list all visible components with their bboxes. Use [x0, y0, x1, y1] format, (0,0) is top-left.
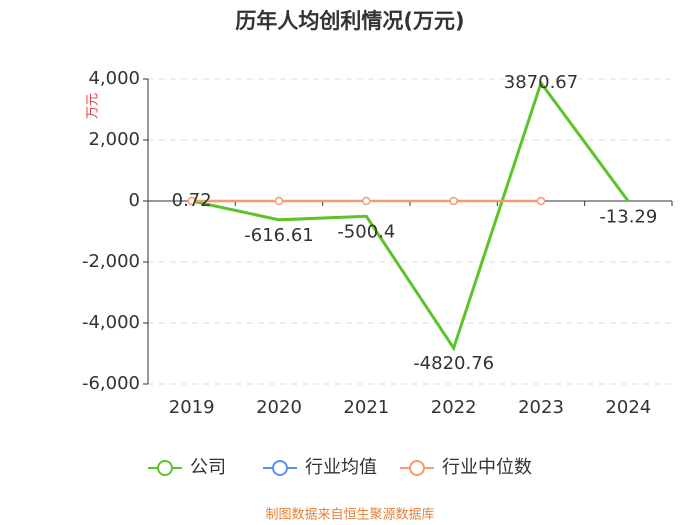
legend-marker — [272, 460, 288, 476]
x-tick-label: 2023 — [518, 397, 564, 418]
source: 制图数据来自恒生聚源数据库 — [265, 507, 434, 523]
x-tick-label: 2022 — [431, 397, 477, 418]
legend-label: 行业均值 — [305, 457, 377, 478]
data-label: -500.4 — [337, 221, 395, 242]
point — [362, 196, 371, 206]
legend-label: 行业中位数 — [442, 457, 532, 478]
x-tick-label: 2024 — [605, 397, 651, 418]
y-tick-label: 0 — [129, 190, 140, 211]
legend-marker — [157, 460, 173, 476]
x-tick-label: 2019 — [169, 397, 215, 418]
point — [536, 196, 546, 206]
point — [274, 196, 284, 206]
y-tick-label: -4,000 — [82, 312, 140, 333]
data-label: -13.29 — [599, 206, 657, 227]
point — [449, 196, 458, 206]
point — [187, 196, 196, 206]
y-tick-label: 4,000 — [88, 68, 140, 89]
legend-label: 公司 — [190, 457, 226, 478]
data-label: 0.72 — [172, 190, 212, 211]
y-tick-label: 2,000 — [88, 129, 140, 150]
x-tick-label: 2020 — [256, 397, 302, 418]
data-label: 3870.67 — [504, 72, 578, 93]
y-axis-label: 万元 — [86, 93, 101, 119]
data-label: -4820.76 — [413, 353, 494, 374]
legend-marker — [409, 460, 425, 476]
data-label: -616.61 — [244, 225, 313, 246]
y-tick-label: -2,000 — [82, 251, 140, 272]
x-tick-label: 2021 — [343, 397, 389, 418]
series-line — [191, 79, 630, 352]
chart-title: 历年人均创利情况(万元) — [235, 9, 464, 33]
y-tick-label: -6,000 — [82, 373, 140, 394]
